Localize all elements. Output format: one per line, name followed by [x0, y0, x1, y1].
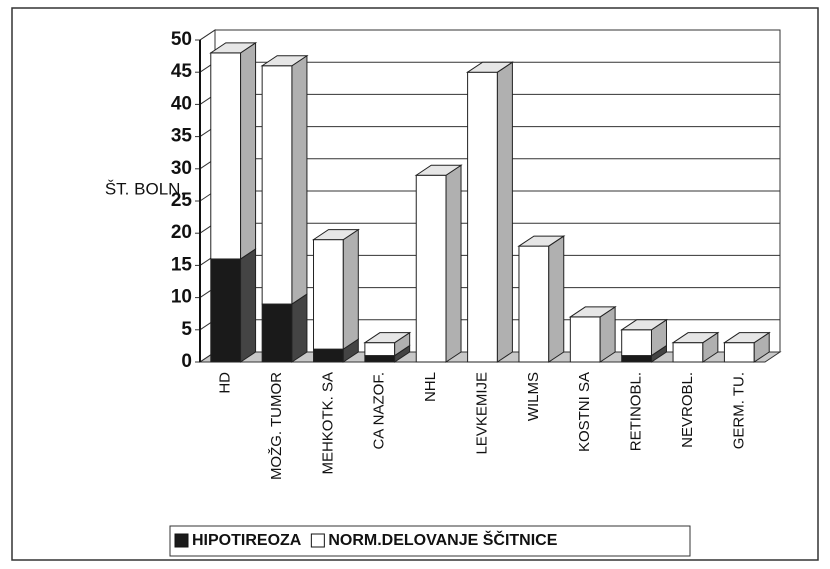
grid-line: [199, 29, 216, 41]
y-tick-label: 0: [181, 351, 192, 372]
bar-front: [415, 174, 447, 363]
y-tick-label: 10: [171, 287, 192, 308]
bar-side: [240, 41, 257, 260]
legend-box: [169, 525, 691, 557]
bar-top: [209, 42, 258, 54]
x-tick-label: KOSTNI SA: [576, 372, 593, 452]
bar-side: [496, 61, 513, 363]
bar-front: [518, 245, 550, 363]
bar-front: [210, 258, 242, 363]
bar-top: [517, 235, 566, 247]
bar-front: [723, 342, 755, 363]
x-tick-label: NEVROBL.: [679, 372, 696, 448]
x-tick-label: NHL: [422, 372, 439, 402]
bar-side: [342, 228, 359, 351]
bar-front: [672, 342, 704, 363]
bar-front: [313, 348, 344, 363]
y-tick-label: 45: [171, 61, 193, 82]
y-tick-label: 15: [171, 254, 193, 275]
x-tick-label: MOŽG. TUMOR: [268, 372, 285, 480]
bar-front: [210, 52, 242, 260]
bar-side: [291, 293, 308, 363]
x-tick-label: GERM. TU.: [730, 372, 747, 449]
bar-front: [364, 355, 396, 363]
x-tick-label: MEHKOTK. SA: [319, 372, 336, 475]
bar-top: [260, 55, 309, 67]
x-tick-label: RETINOBL.: [628, 372, 645, 451]
x-tick-label: WILMS: [525, 372, 542, 421]
y-tick-label: 20: [171, 222, 192, 243]
legend-swatch: [174, 533, 189, 548]
bar-top: [671, 332, 720, 344]
y-tick-label: 30: [171, 158, 192, 179]
bar-side: [445, 164, 462, 363]
y-axis-label: ŠT. BOLN.: [105, 179, 185, 198]
bar-top: [311, 229, 360, 241]
bar-front: [313, 239, 344, 350]
bar-top: [620, 319, 669, 331]
bar-front: [621, 355, 652, 363]
bar-top: [722, 332, 771, 344]
x-tick-label: CA NAZOF.: [371, 372, 388, 450]
bar-front: [261, 303, 293, 363]
x-tick-label: HD: [217, 372, 234, 394]
bar-top: [465, 61, 515, 73]
y-tick-label: 5: [181, 319, 192, 340]
legend-label: NORM.DELOVANJE ŠČITNICE: [328, 530, 557, 549]
bar-side: [291, 54, 308, 305]
y-tick-label: 50: [171, 29, 192, 50]
frame: [11, 7, 819, 561]
bar-top: [363, 332, 412, 344]
y-tick-label: 25: [171, 190, 193, 211]
bar-top: [568, 306, 617, 318]
bar-side: [548, 235, 565, 363]
legend-swatch: [310, 533, 325, 548]
bar-side: [240, 248, 257, 363]
bar-front: [467, 71, 498, 363]
bar-front: [364, 342, 396, 357]
bar-front: [261, 65, 293, 305]
x-tick-label: LEVKEMIJE: [473, 372, 490, 455]
bar-front: [621, 329, 652, 357]
y-tick-label: 35: [171, 126, 193, 147]
legend-label: HIPOTIREOZA: [192, 532, 302, 549]
bar-top: [414, 164, 463, 176]
bar-front: [569, 316, 601, 363]
y-tick-label: 40: [171, 93, 192, 114]
